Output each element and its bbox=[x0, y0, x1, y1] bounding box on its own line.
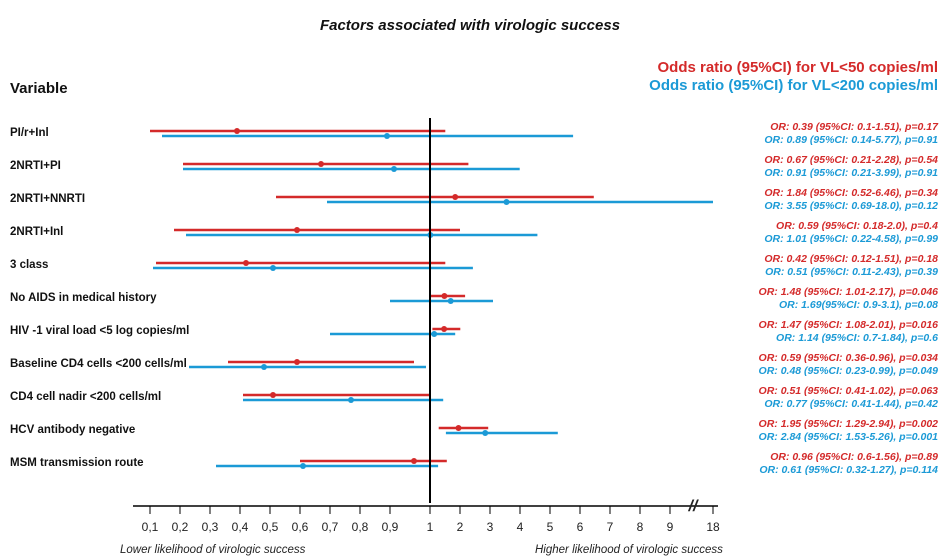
axis-break-symbol: // bbox=[688, 498, 699, 515]
x-tick-label: 4 bbox=[517, 520, 524, 534]
chart-title: Factors associated with virologic succes… bbox=[320, 17, 620, 34]
or-point-vl50 bbox=[294, 359, 300, 365]
x-tick-label: 2 bbox=[457, 520, 464, 534]
x-tick-label: 0,7 bbox=[322, 520, 339, 534]
or-point-vl200 bbox=[447, 298, 454, 304]
x-tick-label: 1 bbox=[427, 520, 434, 534]
x-tick-label: 0,3 bbox=[202, 520, 219, 534]
or-point-vl200 bbox=[300, 463, 306, 469]
x-tick-label: 0,2 bbox=[172, 520, 189, 534]
x-tick-label: 7 bbox=[607, 520, 614, 534]
stat-label-vl50: OR: 0.42 (95%CI: 0.12-1.51), p=0.18 bbox=[764, 253, 938, 265]
x-tick-label: 0,6 bbox=[292, 520, 309, 534]
stat-label-vl50: OR: 1.84 (95%CI: 0.52-6.46), p=0.34 bbox=[764, 187, 938, 199]
x-tick-label: 0,9 bbox=[382, 520, 399, 534]
stat-label-vl50: OR: 0.51 (95%CI: 0.41-1.02), p=0.063 bbox=[759, 385, 939, 397]
variable-label: 2NRTI+NNRTI bbox=[10, 193, 85, 205]
stat-label-vl200: OR: 0.51 (95%CI: 0.11-2.43), p=0.39 bbox=[765, 266, 938, 278]
or-point-vl50 bbox=[318, 161, 324, 167]
x-tick-label: 6 bbox=[577, 520, 584, 534]
stat-label-vl200: OR: 0.89 (95%CI: 0.14-5.77), p=0.91 bbox=[764, 134, 938, 146]
stat-label-vl50: OR: 0.59 (95%CI: 0.36-0.96), p=0.034 bbox=[759, 352, 939, 364]
or-point-vl50 bbox=[452, 194, 459, 200]
stat-label-vl50: OR: 1.47 (95%CI: 1.08-2.01), p=0.016 bbox=[759, 319, 939, 331]
xlabel-right: Higher likelihood of virologic success bbox=[535, 544, 723, 556]
or-point-vl50 bbox=[441, 326, 448, 332]
variable-label: No AIDS in medical history bbox=[10, 292, 157, 304]
variable-label: HCV antibody negative bbox=[10, 424, 135, 436]
variable-label: CD4 cell nadir <200 cells/ml bbox=[10, 391, 161, 403]
variable-label: MSM transmission route bbox=[10, 457, 144, 469]
or-point-vl200 bbox=[261, 364, 267, 370]
or-point-vl200 bbox=[391, 166, 397, 172]
x-tick-label: 0,1 bbox=[142, 520, 159, 534]
stat-label-vl50: OR: 0.59 (95%CI: 0.18-2.0), p=0.4 bbox=[776, 220, 938, 232]
legend-vl50: Odds ratio (95%CI) for VL<50 copies/ml bbox=[658, 59, 939, 76]
or-point-vl50 bbox=[294, 227, 300, 233]
or-point-vl200 bbox=[270, 265, 276, 271]
x-tick-label: 0,5 bbox=[262, 520, 279, 534]
or-point-vl200 bbox=[431, 331, 438, 337]
stat-label-vl50: OR: 1.48 (95%CI: 1.01-2.17), p=0.046 bbox=[759, 286, 939, 298]
or-point-vl50 bbox=[455, 425, 462, 431]
stat-label-vl50: OR: 0.67 (95%CI: 0.21-2.28), p=0.54 bbox=[764, 154, 938, 166]
rows-layer: PI/r+Inl OR: 0.39 (95%CI: 0.1-1.51), p=0.… bbox=[10, 121, 939, 476]
x-tick-label: 0,4 bbox=[232, 520, 249, 534]
x-tick-label: 9 bbox=[667, 520, 674, 534]
x-tick-label: 0,8 bbox=[352, 520, 369, 534]
legend-vl200: Odds ratio (95%CI) for VL<200 copies/ml bbox=[649, 77, 938, 94]
stat-label-vl50: OR: 0.39 (95%CI: 0.1-1.51), p=0.17 bbox=[770, 121, 939, 133]
stat-label-vl50: OR: 0.96 (95%CI: 0.6-1.56), p=0.89 bbox=[770, 451, 938, 463]
x-axis: 0,1 0,2 0,3 0,4 0,5 0,6 0,7 0,8 0,9 1 2 3 4 5 6 7 8 9 18 // bbox=[133, 498, 720, 534]
stat-label-vl200: OR: 3.55 (95%CI: 0.69-18.0), p=0.12 bbox=[764, 200, 938, 212]
variable-label: 3 class bbox=[10, 259, 48, 271]
stat-label-vl200: OR: 1.69(95%CI: 0.9-3.1), p=0.08 bbox=[779, 299, 938, 311]
x-tick-label: 5 bbox=[547, 520, 554, 534]
stat-label-vl200: OR: 0.77 (95%CI: 0.41-1.44), p=0.42 bbox=[764, 398, 938, 410]
stat-label-vl200: OR: 0.48 (95%CI: 0.23-0.99), p=0.049 bbox=[759, 365, 939, 377]
variable-label: Baseline CD4 cells <200 cells/ml bbox=[10, 358, 187, 370]
or-point-vl50 bbox=[234, 128, 240, 134]
or-point-vl200 bbox=[348, 397, 354, 403]
stat-label-vl200: OR: 1.14 (95%CI: 0.7-1.84), p=0.6 bbox=[776, 332, 938, 344]
or-point-vl50 bbox=[270, 392, 276, 398]
stat-label-vl200: OR: 1.01 (95%CI: 0.22-4.58), p=0.99 bbox=[764, 233, 938, 245]
xlabel-left: Lower likelihood of virologic success bbox=[120, 544, 306, 556]
or-point-vl200 bbox=[482, 430, 489, 436]
x-tick-label: 18 bbox=[706, 520, 720, 534]
or-point-vl50 bbox=[243, 260, 249, 266]
variable-label: PI/r+Inl bbox=[10, 127, 49, 139]
x-tick-label: 3 bbox=[487, 520, 494, 534]
or-point-vl200 bbox=[503, 199, 510, 205]
stat-label-vl50: OR: 1.95 (95%CI: 1.29-2.94), p=0.002 bbox=[759, 418, 939, 430]
or-point-vl50 bbox=[441, 293, 448, 299]
x-tick-label: 8 bbox=[637, 520, 644, 534]
stat-label-vl200: OR: 0.91 (95%CI: 0.21-3.99), p=0.91 bbox=[764, 167, 938, 179]
variable-label: 2NRTI+Inl bbox=[10, 226, 63, 238]
variable-label: HIV -1 viral load <5 log copies/ml bbox=[10, 325, 189, 337]
stat-label-vl200: OR: 0.61 (95%CI: 0.32-1.27), p=0.114 bbox=[759, 464, 938, 476]
or-point-vl50 bbox=[411, 458, 417, 464]
variable-column-header: Variable bbox=[10, 80, 68, 97]
variable-label: 2NRTI+PI bbox=[10, 160, 61, 172]
stat-label-vl200: OR: 2.84 (95%CI: 1.53-5.26), p=0.001 bbox=[759, 431, 939, 443]
or-point-vl200 bbox=[384, 133, 390, 139]
